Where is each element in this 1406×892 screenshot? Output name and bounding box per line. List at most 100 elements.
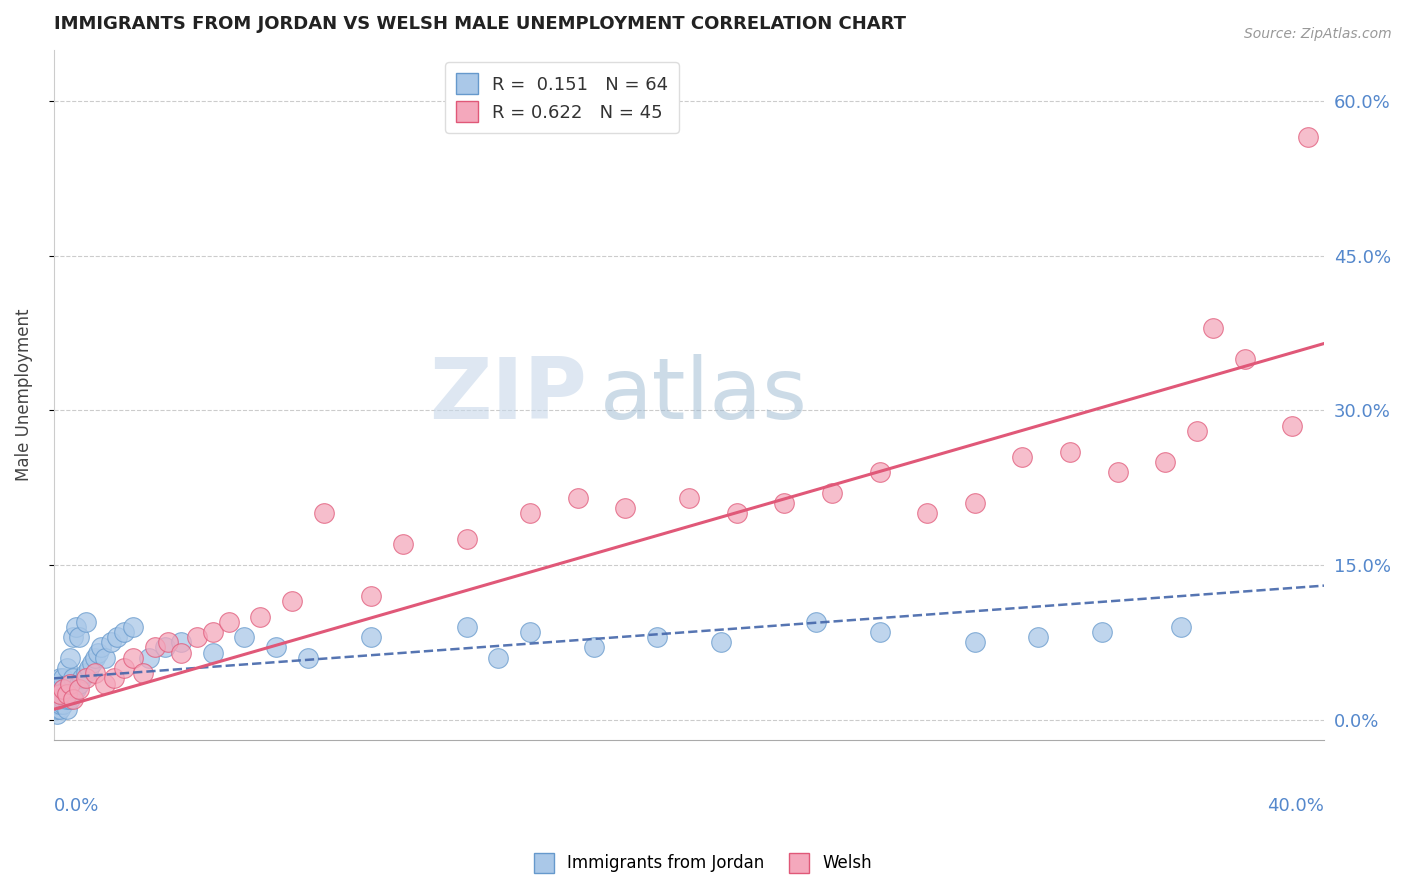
Point bbox=[963, 496, 986, 510]
Point bbox=[75, 615, 97, 629]
Point bbox=[122, 620, 145, 634]
Point bbox=[62, 692, 84, 706]
Point bbox=[360, 630, 382, 644]
Point bbox=[392, 537, 415, 551]
Point bbox=[59, 676, 82, 690]
Point bbox=[49, 692, 72, 706]
Point bbox=[55, 661, 77, 675]
Point bbox=[46, 687, 69, 701]
Point bbox=[52, 671, 75, 685]
Point bbox=[186, 630, 208, 644]
Point bbox=[75, 671, 97, 685]
Point bbox=[1154, 455, 1177, 469]
Point bbox=[62, 687, 84, 701]
Point bbox=[122, 650, 145, 665]
Point bbox=[59, 692, 82, 706]
Point bbox=[360, 589, 382, 603]
Point bbox=[1170, 620, 1192, 634]
Point bbox=[963, 635, 986, 649]
Point bbox=[84, 650, 107, 665]
Point bbox=[52, 681, 75, 696]
Point bbox=[710, 635, 733, 649]
Point bbox=[201, 646, 224, 660]
Point bbox=[264, 640, 287, 655]
Text: 0.0%: 0.0% bbox=[53, 797, 100, 815]
Point bbox=[249, 609, 271, 624]
Point bbox=[678, 491, 700, 505]
Point bbox=[93, 650, 115, 665]
Text: ZIP: ZIP bbox=[430, 353, 588, 436]
Point bbox=[157, 635, 180, 649]
Point bbox=[1233, 351, 1256, 366]
Point bbox=[55, 692, 77, 706]
Point bbox=[62, 671, 84, 685]
Point bbox=[915, 507, 938, 521]
Point bbox=[49, 687, 72, 701]
Point bbox=[67, 681, 90, 696]
Point bbox=[725, 507, 748, 521]
Point bbox=[52, 692, 75, 706]
Point bbox=[112, 625, 135, 640]
Legend: R =  0.151   N = 64, R = 0.622   N = 45: R = 0.151 N = 64, R = 0.622 N = 45 bbox=[446, 62, 679, 133]
Point bbox=[46, 697, 69, 711]
Point bbox=[1296, 130, 1319, 145]
Text: atlas: atlas bbox=[600, 353, 808, 436]
Point bbox=[132, 666, 155, 681]
Point bbox=[567, 491, 589, 505]
Point bbox=[52, 681, 75, 696]
Point bbox=[72, 671, 94, 685]
Point bbox=[49, 681, 72, 696]
Point bbox=[55, 681, 77, 696]
Text: IMMIGRANTS FROM JORDAN VS WELSH MALE UNEMPLOYMENT CORRELATION CHART: IMMIGRANTS FROM JORDAN VS WELSH MALE UNE… bbox=[53, 15, 905, 33]
Point bbox=[46, 676, 69, 690]
Point bbox=[59, 676, 82, 690]
Point bbox=[201, 625, 224, 640]
Point bbox=[488, 650, 510, 665]
Point bbox=[153, 640, 176, 655]
Text: 40.0%: 40.0% bbox=[1267, 797, 1324, 815]
Point bbox=[105, 630, 128, 644]
Point bbox=[100, 635, 122, 649]
Point bbox=[1185, 424, 1208, 438]
Point bbox=[773, 496, 796, 510]
Point bbox=[804, 615, 827, 629]
Point bbox=[93, 676, 115, 690]
Point bbox=[65, 681, 87, 696]
Point bbox=[46, 681, 69, 696]
Point bbox=[55, 687, 77, 701]
Point bbox=[49, 671, 72, 685]
Point bbox=[170, 646, 193, 660]
Point bbox=[869, 625, 891, 640]
Point bbox=[519, 507, 541, 521]
Point bbox=[46, 707, 69, 722]
Legend: Immigrants from Jordan, Welsh: Immigrants from Jordan, Welsh bbox=[527, 847, 879, 880]
Text: Source: ZipAtlas.com: Source: ZipAtlas.com bbox=[1244, 27, 1392, 41]
Point bbox=[1281, 418, 1303, 433]
Point bbox=[55, 702, 77, 716]
Point bbox=[112, 661, 135, 675]
Point bbox=[52, 697, 75, 711]
Point bbox=[312, 507, 335, 521]
Point bbox=[77, 661, 100, 675]
Point bbox=[582, 640, 605, 655]
Point bbox=[84, 666, 107, 681]
Point bbox=[519, 625, 541, 640]
Point bbox=[614, 501, 637, 516]
Point bbox=[145, 640, 167, 655]
Point bbox=[218, 615, 240, 629]
Point bbox=[65, 620, 87, 634]
Point bbox=[67, 676, 90, 690]
Point bbox=[49, 697, 72, 711]
Point bbox=[103, 671, 125, 685]
Point bbox=[1059, 444, 1081, 458]
Point bbox=[46, 702, 69, 716]
Point bbox=[1091, 625, 1114, 640]
Point bbox=[1107, 465, 1129, 479]
Point bbox=[297, 650, 319, 665]
Point bbox=[233, 630, 256, 644]
Point bbox=[87, 646, 110, 660]
Point bbox=[59, 650, 82, 665]
Point bbox=[170, 635, 193, 649]
Point bbox=[67, 630, 90, 644]
Point bbox=[49, 687, 72, 701]
